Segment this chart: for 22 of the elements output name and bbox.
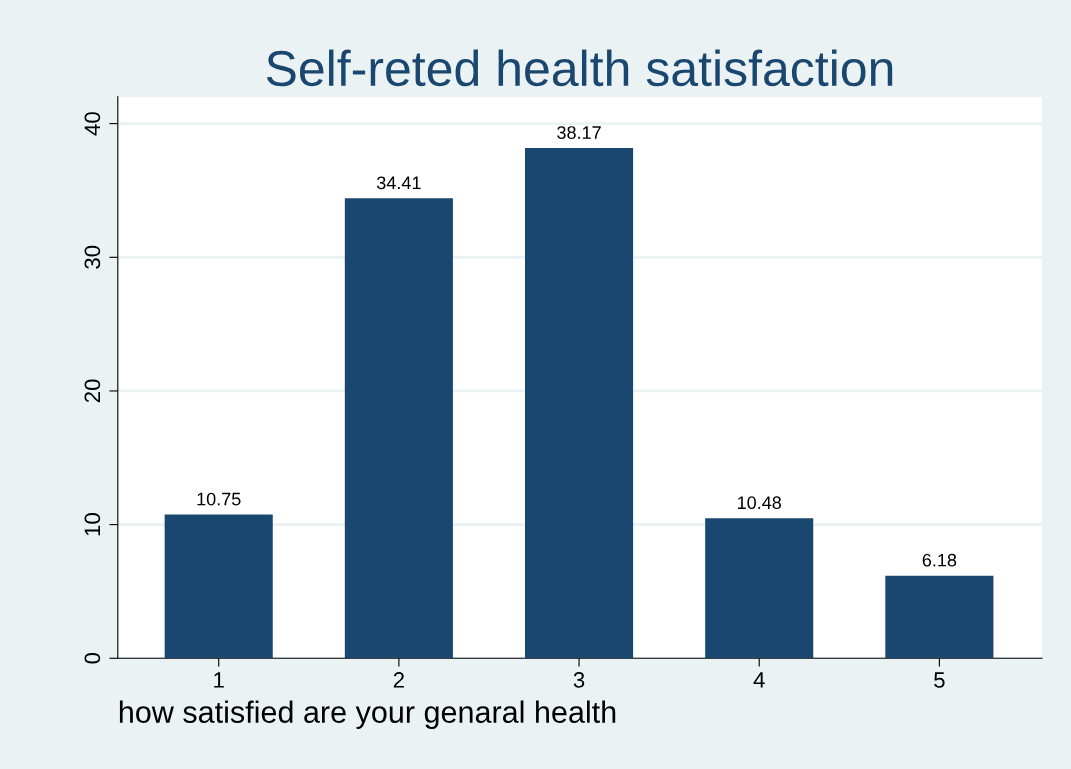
y-tick-label: 20 bbox=[84, 379, 101, 403]
x-tick-label: 5 bbox=[934, 672, 945, 688]
x-tick-label: 3 bbox=[573, 672, 585, 688]
data-label: 6.18 bbox=[922, 553, 957, 567]
bar bbox=[885, 575, 994, 659]
x-tick-label: 1 bbox=[214, 672, 224, 688]
data-label: 34.41 bbox=[376, 176, 421, 190]
data-label: 10.48 bbox=[738, 496, 782, 510]
x-tick-label: 2 bbox=[393, 672, 404, 688]
x-axis-title: how satisfied are your genaral health bbox=[119, 700, 616, 729]
y-tick-label: 40 bbox=[84, 112, 101, 136]
y-tick-label: 10 bbox=[84, 513, 101, 536]
bar bbox=[705, 518, 814, 659]
bar bbox=[344, 198, 453, 659]
y-tick-label: 0 bbox=[84, 652, 101, 664]
chart-title: Self-reted health satisfaction bbox=[266, 49, 893, 87]
data-label: 38.17 bbox=[557, 126, 601, 139]
bar bbox=[524, 148, 634, 659]
x-tick-label: 4 bbox=[753, 672, 765, 688]
data-label: 10.75 bbox=[197, 492, 241, 506]
bar bbox=[164, 514, 273, 659]
y-tick-label: 30 bbox=[84, 245, 101, 269]
